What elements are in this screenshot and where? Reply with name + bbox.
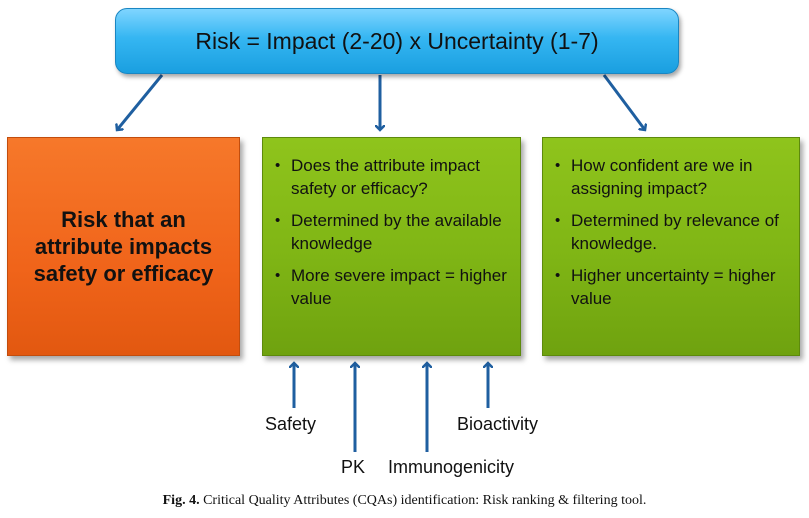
uncertainty-bullet-1: How confident are we in assigning impact… (555, 154, 789, 200)
impact-bullets: Does the attribute impact safety or effi… (263, 138, 520, 310)
input-label-pk: PK (341, 457, 366, 477)
risk-box-text: Risk that an attribute impacts safety or… (33, 207, 214, 286)
caption-label: Fig. 4. (162, 493, 200, 508)
caption-text: Critical Quality Attributes (CQAs) ident… (203, 493, 647, 508)
uncertainty-bullet-2: Determined by relevance of knowledge. (555, 209, 789, 255)
risk-box: Risk that an attribute impacts safety or… (7, 137, 240, 356)
figure-caption: Fig. 4. Critical Quality Attributes (CQA… (0, 493, 809, 509)
formula-text: Risk = Impact (2-20) x Uncertainty (1-7) (195, 27, 599, 54)
arrow-to-uncertainty (602, 74, 645, 130)
input-label-safety: Safety (265, 414, 317, 434)
impact-box: Does the attribute impact safety or effi… (262, 137, 521, 356)
formula-box: Risk = Impact (2-20) x Uncertainty (1-7) (115, 8, 679, 74)
input-label-bioactivity: Bioactivity (457, 414, 539, 434)
input-label-immunogenicity: Immunogenicity (388, 457, 515, 477)
impact-bullet-3: More severe impact = higher value (275, 264, 510, 310)
uncertainty-bullet-3: Higher uncertainty = higher value (555, 264, 789, 310)
impact-bullet-1: Does the attribute impact safety or effi… (275, 154, 510, 200)
uncertainty-box: How confident are we in assigning impact… (542, 137, 800, 356)
arrow-to-risk (117, 74, 164, 130)
impact-bullet-2: Determined by the available knowledge (275, 209, 510, 255)
uncertainty-bullets: How confident are we in assigning impact… (543, 138, 799, 310)
